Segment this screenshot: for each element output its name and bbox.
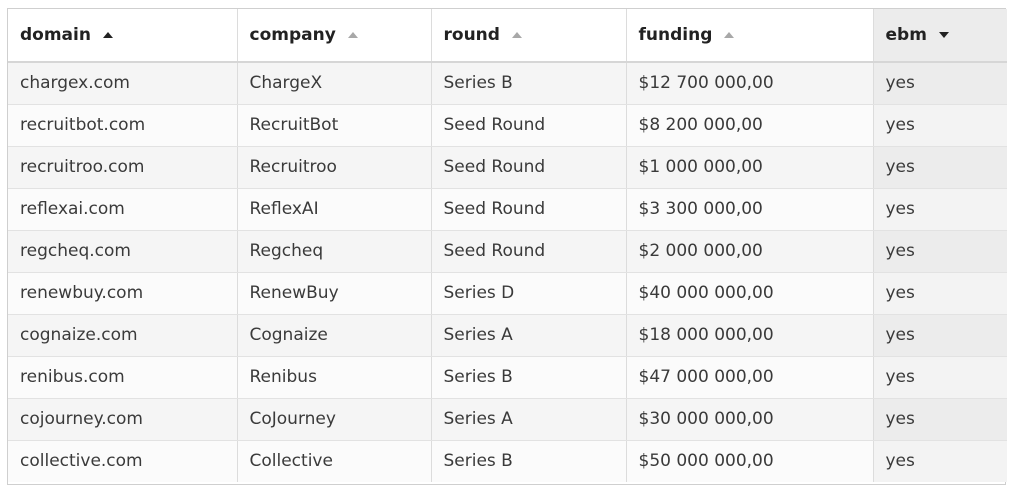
cell-round: Series A [431, 314, 627, 357]
cell-funding: $12 700 000,00 [626, 62, 874, 105]
cell-company: CoJourney [237, 398, 432, 441]
cell-ebm: yes [873, 188, 1007, 231]
cell-round: Series A [431, 398, 627, 441]
cell-domain: regcheq.com [8, 230, 238, 273]
cell-domain: collective.com [8, 440, 238, 482]
table-row[interactable]: chargex.com ChargeX Series B $12 700 000,00… [8, 62, 1007, 105]
column-label-domain: domain [20, 25, 91, 45]
sort-descending-icon[interactable] [938, 32, 949, 38]
sort-ascending-icon[interactable] [102, 32, 113, 38]
table-row[interactable]: renewbuy.com RenewBuy Series D $40 000 000,… [8, 272, 1007, 315]
cell-ebm: yes [873, 398, 1007, 441]
cell-round: Seed Round [431, 146, 627, 189]
cell-company: RenewBuy [237, 272, 432, 315]
sort-ascending-icon[interactable] [347, 32, 358, 38]
column-header-domain[interactable]: domain [8, 9, 238, 63]
column-label-round: round [443, 25, 500, 45]
table-row[interactable]: cognaize.com Cognaize Series A $18 000 000,… [8, 314, 1007, 357]
cell-domain: chargex.com [8, 62, 238, 105]
table-row[interactable]: regcheq.com Regcheq Seed Round $2 000 000,0… [8, 230, 1007, 273]
cell-ebm: yes [873, 62, 1007, 105]
cell-domain: renewbuy.com [8, 272, 238, 315]
cell-company: Cognaize [237, 314, 432, 357]
header-row: domain company round [8, 9, 1007, 63]
cell-funding: $30 000 000,00 [626, 398, 874, 441]
cell-ebm: yes [873, 230, 1007, 273]
cell-domain: renibus.com [8, 356, 238, 399]
cell-domain: cojourney.com [8, 398, 238, 441]
cell-company: Regcheq [237, 230, 432, 273]
cell-round: Seed Round [431, 230, 627, 273]
cell-round: Series D [431, 272, 627, 315]
cell-ebm: yes [873, 440, 1007, 482]
cell-funding: $47 000 000,00 [626, 356, 874, 399]
cell-domain: recruitbot.com [8, 104, 238, 147]
table-row[interactable]: cojourney.com CoJourney Series A $30 000 00… [8, 398, 1007, 441]
cell-company: ReflexAI [237, 188, 432, 231]
cell-funding: $1 000 000,00 [626, 146, 874, 189]
table-row[interactable]: recruitroo.com Recruitroo Seed Round $1 000… [8, 146, 1007, 189]
cell-funding: $40 000 000,00 [626, 272, 874, 315]
column-header-round[interactable]: round [431, 9, 627, 63]
cell-ebm: yes [873, 104, 1007, 147]
cell-ebm: yes [873, 314, 1007, 357]
cell-domain: cognaize.com [8, 314, 238, 357]
cell-funding: $3 300 000,00 [626, 188, 874, 231]
cell-company: Recruitroo [237, 146, 432, 189]
cell-round: Seed Round [431, 104, 627, 147]
cell-funding: $2 000 000,00 [626, 230, 874, 273]
table-row[interactable]: recruitbot.com RecruitBot Seed Round $8 200… [8, 104, 1007, 147]
cell-funding: $8 200 000,00 [626, 104, 874, 147]
cell-company: ChargeX [237, 62, 432, 105]
sort-ascending-icon[interactable] [511, 32, 522, 38]
cell-ebm: yes [873, 146, 1007, 189]
funding-table: domain company round [8, 9, 1007, 482]
column-label-funding: funding [638, 25, 713, 45]
table-row[interactable]: renibus.com Renibus Series B $47 000 000,00… [8, 356, 1007, 399]
cell-company: Renibus [237, 356, 432, 399]
cell-company: Collective [237, 440, 432, 482]
column-label-company: company [249, 25, 336, 45]
cell-funding: $18 000 000,00 [626, 314, 874, 357]
table-row[interactable]: collective.com Collective Series B $50 000 … [8, 440, 1007, 482]
cell-company: RecruitBot [237, 104, 432, 147]
sort-ascending-icon[interactable] [724, 32, 735, 38]
table-row[interactable]: reflexai.com ReflexAI Seed Round $3 300 000… [8, 188, 1007, 231]
cell-round: Series B [431, 62, 627, 105]
column-header-ebm[interactable]: ebm [873, 9, 1007, 63]
column-header-funding[interactable]: funding [626, 9, 874, 63]
cell-ebm: yes [873, 356, 1007, 399]
cell-round: Seed Round [431, 188, 627, 231]
column-label-ebm: ebm [885, 25, 927, 45]
column-header-company[interactable]: company [237, 9, 432, 63]
cell-round: Series B [431, 440, 627, 482]
cell-round: Series B [431, 356, 627, 399]
cell-domain: reflexai.com [8, 188, 238, 231]
table-header: domain company round [8, 9, 1007, 63]
cell-domain: recruitroo.com [8, 146, 238, 189]
table-body: chargex.com ChargeX Series B $12 700 000,00… [8, 62, 1007, 482]
funding-table-container: domain company round [7, 8, 1007, 485]
cell-funding: $50 000 000,00 [626, 440, 874, 482]
cell-ebm: yes [873, 272, 1007, 315]
